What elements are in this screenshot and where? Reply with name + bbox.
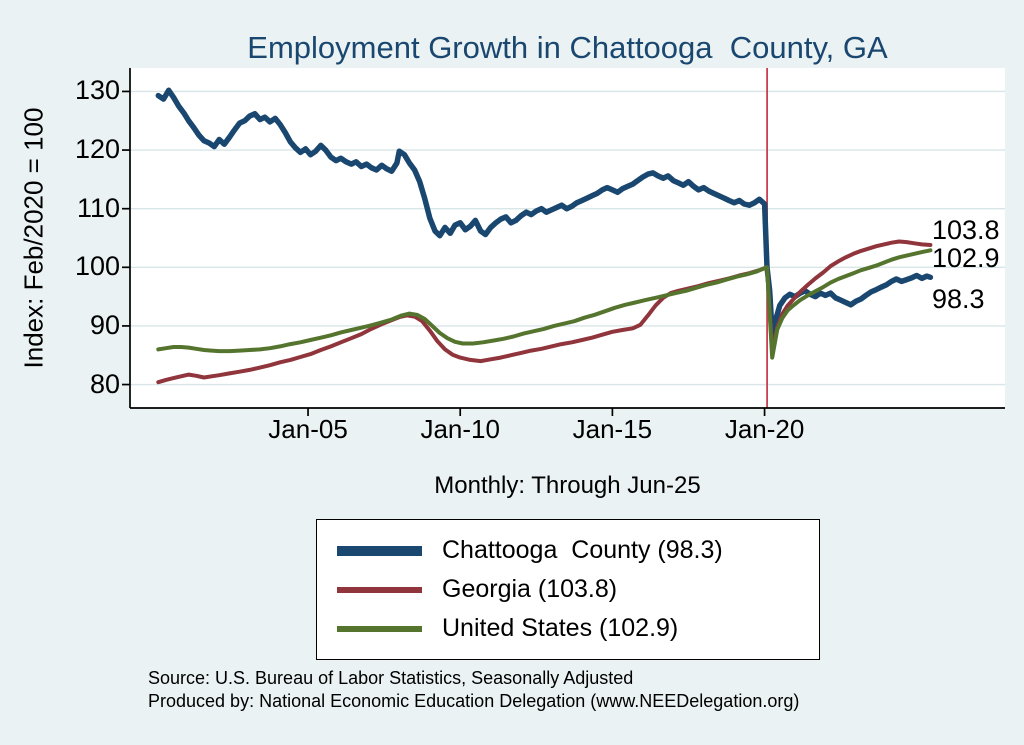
y-tick-label: 100 xyxy=(74,251,120,282)
georgia-line-swatch xyxy=(337,586,422,593)
end-label-georgia: 103.8 xyxy=(932,215,1000,245)
chart-subtitle: Monthly: Through Jun-25 xyxy=(434,472,701,499)
legend: Chattooga County (98.3) Georgia (103.8) … xyxy=(316,519,820,660)
legend-item-chattooga-county: Chattooga County (98.3) xyxy=(337,536,819,565)
x-tick-label: Jan-20 xyxy=(724,414,805,444)
source-note: Source: U.S. Bureau of Labor Statistics,… xyxy=(148,668,634,688)
y-tick-label: 130 xyxy=(74,75,120,106)
legend-label-united-states: United States (102.9) xyxy=(442,614,679,642)
legend-item-united-states: United States (102.9) xyxy=(337,614,819,643)
x-tick-label: Jan-15 xyxy=(572,414,653,444)
x-tick-label: Jan-05 xyxy=(268,414,348,444)
chattooga-county-line-swatch xyxy=(337,545,422,556)
y-tick-label: 90 xyxy=(89,309,120,340)
united-states-line-swatch xyxy=(337,625,422,632)
y-tick-label: 80 xyxy=(89,368,120,399)
x-tick-label: Jan-10 xyxy=(420,414,500,444)
produced-by-note: Produced by: National Economic Education… xyxy=(148,691,800,711)
chart-title: Employment Growth in Chattooga County, G… xyxy=(247,30,888,65)
legend-label-chattooga-county: Chattooga County (98.3) xyxy=(442,536,723,564)
legend-item-georgia: Georgia (103.8) xyxy=(337,575,819,604)
end-label-united-states: 102.9 xyxy=(932,243,1000,273)
legend-label-georgia: Georgia (103.8) xyxy=(442,575,618,603)
y-tick-label: 120 xyxy=(74,134,120,165)
y-tick-label: 110 xyxy=(76,192,120,223)
end-label-chattooga-county: 98.3 xyxy=(932,284,985,314)
